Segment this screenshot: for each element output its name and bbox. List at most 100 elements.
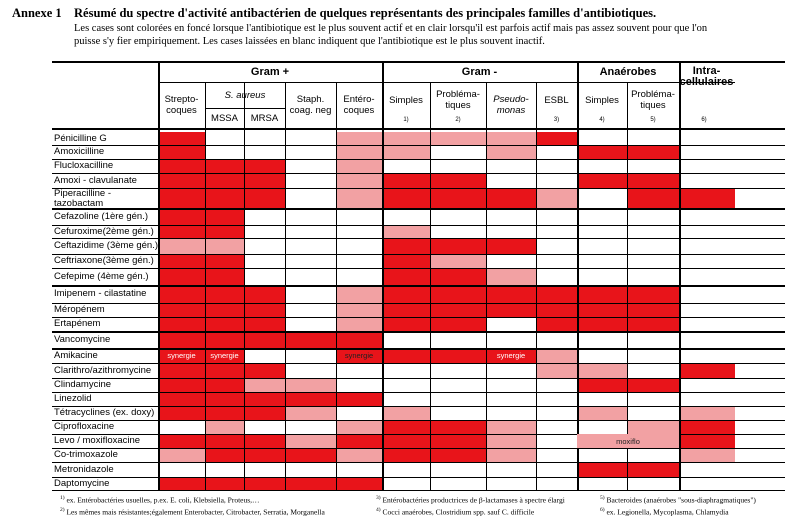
synergie-label: synergie (496, 351, 526, 360)
spectrum-cell (336, 145, 382, 159)
spectrum-cell (244, 378, 285, 392)
spectrum-cell (158, 159, 205, 173)
spectrum-cell (679, 420, 735, 434)
spectrum-cell (205, 225, 244, 238)
column-divider (244, 82, 245, 490)
spectrum-cell (430, 348, 486, 363)
spectrum-cell (158, 448, 205, 462)
spectrum-cell (205, 303, 244, 317)
spectrum-cell (627, 188, 679, 208)
spectrum-cell (285, 331, 336, 348)
spectrum-cell (382, 268, 430, 285)
spectrum-cell (679, 434, 735, 448)
column-header: Strepto-coques (164, 94, 199, 116)
spectrum-cell (430, 254, 486, 268)
spectrum-cell (205, 254, 244, 268)
row-divider (52, 238, 785, 239)
row-divider (52, 303, 785, 304)
spectrum-cell (244, 188, 285, 208)
column-divider (430, 82, 431, 490)
footnote-number: 4) (376, 507, 381, 513)
spectrum-cell (205, 406, 244, 420)
spectrum-cell (205, 173, 244, 188)
spectrum-cell (382, 317, 430, 331)
spectrum-cell (430, 420, 486, 434)
group-header: Anaérobes (599, 66, 657, 78)
spectrum-cell (244, 303, 285, 317)
spectrum-cell (244, 434, 285, 448)
spectrum-cell (336, 348, 382, 363)
row-divider (52, 268, 785, 269)
column-header: Staph. coag. neg (289, 94, 332, 116)
column-note: 1) (403, 116, 409, 123)
table-top-border (52, 61, 785, 63)
moxiflo-label: moxiflo (577, 434, 679, 448)
drug-name: Co-trimoxazole (54, 449, 118, 460)
spectrum-cell (158, 317, 205, 331)
spectrum-cell (244, 317, 285, 331)
column-header: MRSA (250, 112, 279, 124)
spectrum-cell (627, 420, 679, 434)
column-note: 6) (701, 116, 707, 123)
spectrum-cell (627, 378, 679, 392)
spectrum-cell (205, 268, 244, 285)
row-divider (52, 462, 785, 463)
synergie-label: synergie (344, 351, 374, 360)
footnote-text: Les mêmes mais résistantes;également Ent… (64, 507, 325, 517)
column-divider (486, 82, 487, 490)
footnote: 2) Les mêmes mais résistantes;également … (60, 506, 325, 517)
spectrum-cell (158, 434, 205, 448)
spectrum-cell (536, 132, 577, 145)
spectrum-cell (577, 173, 627, 188)
spectrum-cell (486, 420, 536, 434)
drug-name: Pénicilline G (54, 132, 107, 144)
spectrum-cell (158, 363, 205, 378)
footnote: 3) Entérobactéries productrices de β-lac… (376, 494, 565, 505)
spectrum-cell (336, 188, 382, 208)
spectrum-cell (430, 238, 486, 254)
spectrum-cell (205, 317, 244, 331)
spectrum-cell (244, 477, 285, 490)
spectrum-cell (679, 188, 735, 208)
footnote: 4) Cocci anaérobes, Clostridium spp. sau… (376, 506, 534, 517)
column-header: Simples (585, 94, 619, 106)
footnote: 5) Bacteroides (anaérobes "sous-diaphrag… (600, 494, 756, 505)
spectrum-cell (158, 406, 205, 420)
spectrum-cell (158, 285, 205, 303)
spectrum-cell (382, 225, 430, 238)
spectrum-cell (205, 159, 244, 173)
spectrum-cell (486, 448, 536, 462)
annex-title: Annexe 1 Résumé du spectre d'activité ant… (12, 6, 792, 21)
spectrum-cell (244, 159, 285, 173)
row-divider (52, 490, 785, 491)
spectrum-cell (205, 208, 244, 225)
row-divider (52, 254, 785, 255)
spectrum-cell (158, 348, 205, 363)
spectrum-cell (285, 406, 336, 420)
column-header: ESBL (544, 94, 569, 106)
annex-label: Annexe 1 (12, 6, 62, 20)
row-divider (52, 173, 785, 174)
header-bottom-border (52, 128, 785, 130)
row-divider (52, 225, 785, 226)
spectrum-cell (158, 392, 205, 406)
spectrum-cell (382, 132, 430, 145)
spectrum-cell (244, 406, 285, 420)
footnote-number: 6) (600, 507, 605, 513)
spectrum-cell (382, 303, 430, 317)
footnote-text: ex. Entérobactéries usuelles, p.ex. E. c… (64, 495, 260, 505)
drug-name: Ciprofloxacine (54, 421, 115, 432)
spectrum-cell (336, 434, 382, 448)
spectrum-cell (336, 331, 382, 348)
footnote-number: 1) (60, 495, 65, 501)
spectrum-cell (577, 285, 627, 303)
drug-name: Ceftriaxone(3ème gén.) (54, 255, 154, 266)
spectrum-cell (486, 132, 536, 145)
spectrum-cell (158, 254, 205, 268)
spectrum-cell (285, 477, 336, 490)
column-note: 5) (650, 116, 656, 123)
drug-name: Daptomycine (54, 477, 110, 489)
spectrum-cell (285, 392, 336, 406)
spectrum-cell (486, 285, 536, 303)
spectrum-cell (205, 188, 244, 208)
